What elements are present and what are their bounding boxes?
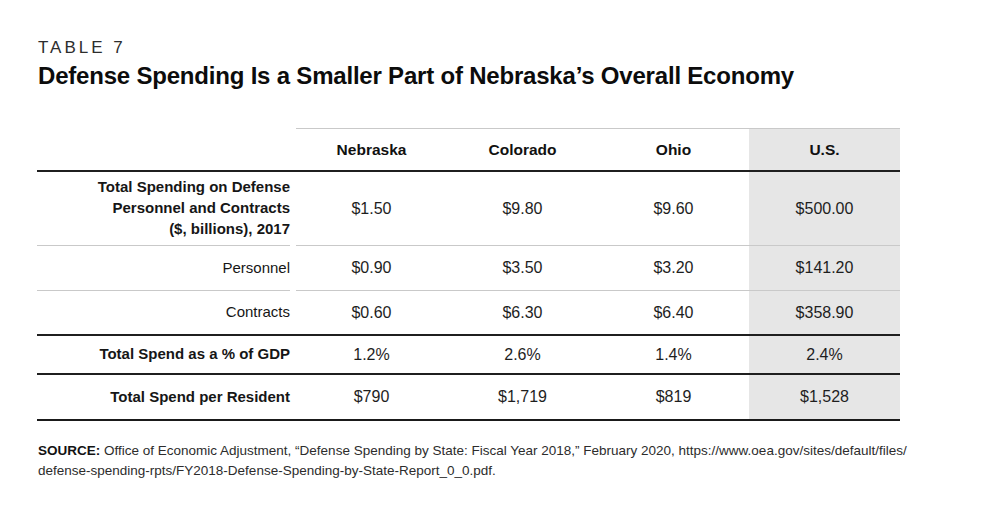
row-label: Contracts: [37, 290, 290, 334]
cell-us: $141.20: [749, 246, 900, 290]
row-label: Total Spend as a % of GDP: [37, 336, 290, 373]
row-cells: 1.2% 2.6% 1.4% 2.4%: [296, 336, 900, 373]
row-label: Personnel: [37, 245, 290, 290]
source-text: Office of Economic Adjustment, “Defense …: [38, 443, 907, 478]
report-page: TABLE 7 Defense Spending Is a Smaller Pa…: [0, 0, 1000, 511]
table-number-label: TABLE 7: [38, 38, 126, 58]
row-cells: $0.60 $6.30 $6.40 $358.90: [296, 290, 900, 334]
row-cells: $0.90 $3.50 $3.20 $141.20: [296, 245, 900, 290]
cell-us: $500.00: [749, 172, 900, 245]
table-row-contracts: Contracts $0.60 $6.30 $6.40 $358.90: [37, 290, 900, 334]
cell-ohio: $3.20: [598, 246, 749, 290]
cell-ohio: 1.4%: [598, 336, 749, 373]
cell-ohio: $6.40: [598, 291, 749, 334]
column-header-colorado: Colorado: [447, 129, 598, 170]
table-header-row: Nebraska Colorado Ohio U.S.: [37, 128, 900, 170]
cell-us: $358.90: [749, 291, 900, 334]
header-cells: Nebraska Colorado Ohio U.S.: [296, 128, 900, 170]
table-row-percent-gdp: Total Spend as a % of GDP 1.2% 2.6% 1.4%…: [37, 334, 900, 373]
table-row-total-spending: Total Spending on Defense Personnel and …: [37, 170, 900, 245]
column-header-us: U.S.: [749, 129, 900, 170]
cell-nebraska: $790: [296, 375, 447, 419]
source-note: SOURCE: Office of Economic Adjustment, “…: [38, 441, 973, 480]
cell-nebraska: $0.60: [296, 291, 447, 334]
cell-us: 2.4%: [749, 336, 900, 373]
cell-us: $1,528: [749, 375, 900, 419]
header-row-spacer: [37, 128, 290, 170]
cell-colorado: $6.30: [447, 291, 598, 334]
row-label: Total Spending on Defense Personnel and …: [37, 172, 290, 245]
defense-spending-table: Nebraska Colorado Ohio U.S. Total Spendi…: [37, 128, 900, 421]
column-header-ohio: Ohio: [598, 129, 749, 170]
cell-nebraska: $1.50: [296, 172, 447, 245]
cell-colorado: $3.50: [447, 246, 598, 290]
column-header-nebraska: Nebraska: [296, 129, 447, 170]
cell-nebraska: 1.2%: [296, 336, 447, 373]
cell-ohio: $819: [598, 375, 749, 419]
row-cells: $1.50 $9.80 $9.60 $500.00: [296, 172, 900, 245]
row-label: Total Spend per Resident: [37, 375, 290, 419]
row-cells: $790 $1,719 $819 $1,528: [296, 375, 900, 419]
cell-ohio: $9.60: [598, 172, 749, 245]
table-title: Defense Spending Is a Smaller Part of Ne…: [38, 62, 958, 91]
table-row-per-resident: Total Spend per Resident $790 $1,719 $81…: [37, 373, 900, 419]
table-row-personnel: Personnel $0.90 $3.50 $3.20 $141.20: [37, 245, 900, 290]
source-label: SOURCE:: [38, 443, 100, 458]
cell-colorado: $1,719: [447, 375, 598, 419]
cell-colorado: 2.6%: [447, 336, 598, 373]
cell-colorado: $9.80: [447, 172, 598, 245]
cell-nebraska: $0.90: [296, 246, 447, 290]
